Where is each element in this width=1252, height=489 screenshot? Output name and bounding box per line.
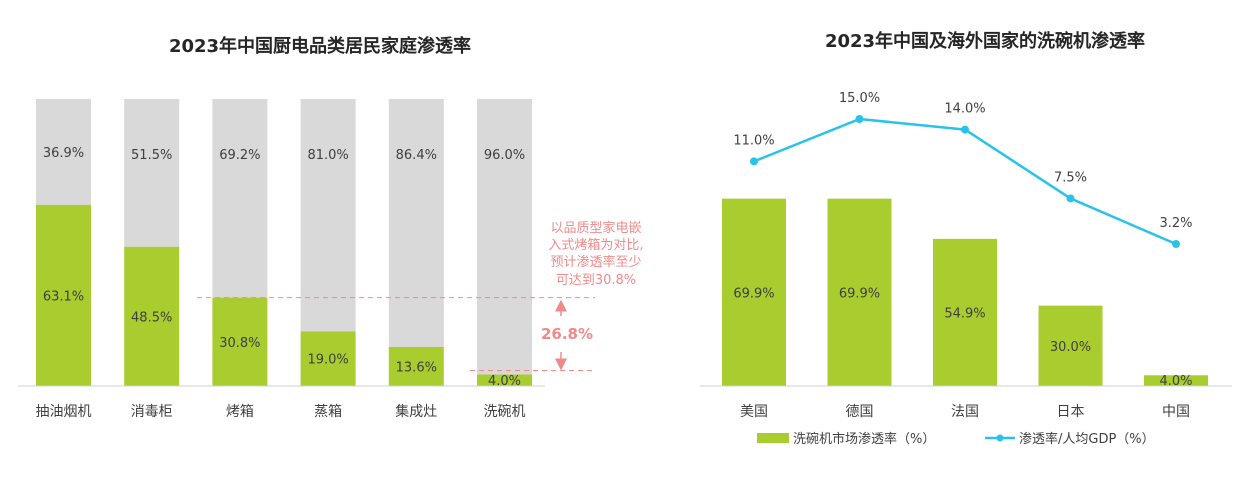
category-tick-label: 集成灶 bbox=[395, 403, 437, 420]
line-value-label: 3.2% bbox=[1159, 216, 1192, 231]
bar-value-label: 54.9% bbox=[944, 306, 985, 321]
bar-segment-penetrated bbox=[477, 374, 532, 386]
legend-bar-label: 洗碗机市场渗透率（%） bbox=[793, 431, 935, 447]
bar-value-label: 69.9% bbox=[839, 286, 880, 301]
value-label-penetrated: 13.6% bbox=[396, 360, 437, 375]
line-value-label: 11.0% bbox=[733, 133, 774, 148]
line-value-label: 7.5% bbox=[1054, 170, 1087, 185]
value-label-penetrated: 30.8% bbox=[219, 336, 260, 351]
series-line bbox=[753, 117, 1177, 246]
line-point bbox=[961, 125, 969, 134]
value-label-remaining: 96.0% bbox=[484, 148, 525, 163]
bar-segment-remaining bbox=[124, 99, 180, 247]
line-value-label: 15.0% bbox=[839, 91, 880, 106]
right-chart-title: 2023年中国及海外国家的洗碗机渗透率 bbox=[825, 30, 1145, 52]
bar-segment-penetrated bbox=[388, 346, 444, 386]
category-tick-label: 洗碗机 bbox=[484, 404, 526, 420]
bar-segment-remaining bbox=[300, 99, 356, 332]
value-label-remaining: 36.9% bbox=[43, 146, 84, 161]
value-label-penetrated: 48.5% bbox=[131, 310, 172, 325]
bar bbox=[933, 238, 997, 386]
category-tick-label: 抽油烟机 bbox=[36, 404, 92, 420]
bar bbox=[722, 198, 786, 386]
category-tick-label: 德国 bbox=[846, 404, 874, 420]
bar-value-label: 69.9% bbox=[733, 286, 774, 301]
annotation-text-line: 可达到30.8% bbox=[556, 273, 636, 288]
bar-segment-penetrated bbox=[124, 246, 180, 386]
bar bbox=[827, 198, 892, 386]
bar-segment-remaining bbox=[36, 99, 91, 205]
bar-segment-penetrated bbox=[36, 204, 91, 386]
line-value-label: 14.0% bbox=[944, 102, 985, 117]
legend-line-marker bbox=[996, 434, 1004, 442]
category-tick-label: 消毒柜 bbox=[131, 404, 173, 420]
bar-value-label: 4.0% bbox=[1159, 374, 1192, 389]
left-chart: 2023年中国厨电品类居民家庭渗透率 63.1% 36.9% 抽油烟机 48.5% 51… bbox=[18, 35, 644, 420]
legend-line-label: 渗透率/人均GDP（%） bbox=[1019, 431, 1155, 447]
category-tick-label: 日本 bbox=[1057, 404, 1085, 420]
category-tick-label: 蒸箱 bbox=[314, 404, 342, 420]
value-label-penetrated: 19.0% bbox=[307, 353, 348, 368]
line-point bbox=[1066, 194, 1075, 203]
penetration-gap-annotation: 26.8% 以品质型家电嵌 入式烤箱为对比, 预计渗透率至少 可达到30.8% bbox=[197, 220, 644, 372]
category-tick-label: 美国 bbox=[740, 404, 768, 420]
category-tick-label: 法国 bbox=[951, 404, 979, 420]
right-legend: 洗碗机市场渗透率（%） 渗透率/人均GDP（%） bbox=[757, 431, 1155, 447]
line-point bbox=[855, 115, 864, 123]
left-chart-title: 2023年中国厨电品类居民家庭渗透率 bbox=[169, 35, 471, 57]
line-point bbox=[1172, 240, 1180, 248]
bar-segment-remaining bbox=[477, 99, 532, 375]
category-tick-label: 烤箱 bbox=[226, 404, 254, 420]
annotation-text-line: 预计渗透率至少 bbox=[550, 254, 641, 270]
annotation-text-line: 入式烤箱为对比, bbox=[548, 237, 643, 253]
gap-label: 26.8% bbox=[541, 325, 593, 343]
legend-bar-swatch bbox=[757, 433, 789, 443]
bar bbox=[1144, 375, 1208, 386]
category-tick-label: 中国 bbox=[1162, 404, 1190, 420]
line-point bbox=[750, 157, 758, 166]
bar-segment-remaining bbox=[212, 99, 268, 298]
bar-value-label: 30.0% bbox=[1050, 340, 1091, 355]
value-label-remaining: 51.5% bbox=[131, 148, 172, 163]
value-label-remaining: 86.4% bbox=[396, 148, 437, 163]
right-chart: 2023年中国及海外国家的洗碗机渗透率 69.9% 美国 69.9% 德国 54.9% 法… bbox=[700, 30, 1232, 447]
bar bbox=[1038, 305, 1103, 386]
bar-segment-penetrated bbox=[300, 331, 356, 386]
bar-segment-penetrated bbox=[212, 297, 268, 386]
value-label-remaining: 81.0% bbox=[307, 148, 348, 163]
annotation-text-line: 以品质型家电嵌 bbox=[550, 220, 641, 236]
bar-segment-remaining bbox=[388, 99, 444, 347]
value-label-remaining: 69.2% bbox=[219, 148, 260, 163]
value-label-penetrated: 63.1% bbox=[43, 289, 84, 304]
value-label-penetrated: 4.0% bbox=[488, 374, 521, 389]
